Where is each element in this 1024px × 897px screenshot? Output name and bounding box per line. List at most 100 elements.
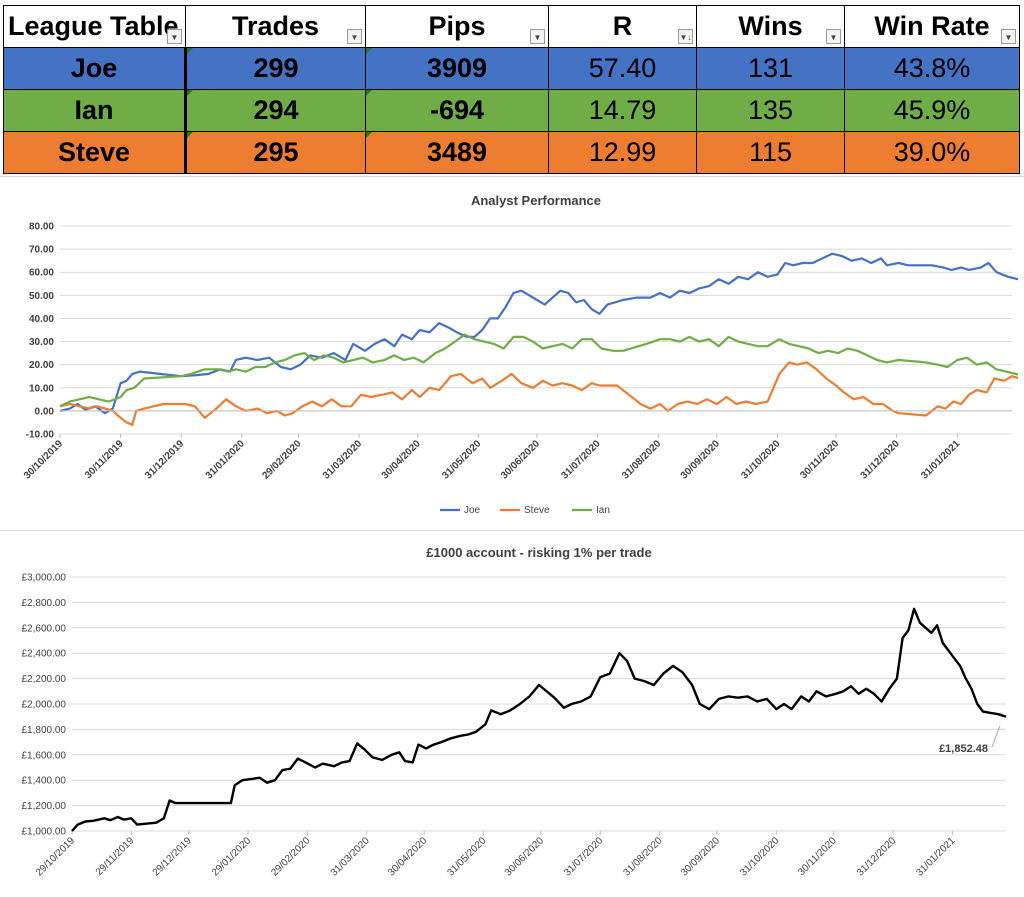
x-tick-label: 29/02/2020 <box>269 835 312 878</box>
league-table: League Table ▼ Trades ▼ Pips ▼ R ▼↓ Wins ▼ Wi… <box>3 5 1020 174</box>
y-tick-label: £1,000.00 <box>22 827 67 838</box>
x-tick-label: 31/12/2019 <box>143 438 186 481</box>
sort-descending-icon[interactable]: ▼↓ <box>678 29 693 44</box>
league-row-steve[interactable]: Steve 295 3489 12.99 115 39.0% <box>3 131 1020 174</box>
header-label: Wins <box>738 11 803 41</box>
trades-cell[interactable]: 295 <box>185 131 366 174</box>
x-tick-label: 30/11/2020 <box>798 438 841 481</box>
filter-dropdown-icon[interactable]: ▼ <box>1001 29 1016 44</box>
annotation-label: £1,852.48 <box>939 743 988 755</box>
legend-label-ian: Ian <box>596 505 610 516</box>
wins-cell[interactable]: 131 <box>696 47 845 90</box>
win-rate-cell[interactable]: 39.0% <box>844 131 1020 174</box>
pips-cell[interactable]: -694 <box>365 89 549 132</box>
analyst-performance-chart: Analyst Performance -10.00 0.00 10.00 20.00 3… <box>6 178 1024 527</box>
x-tick-label: 31/12/2020 <box>859 438 902 481</box>
x-tick-label: 29/01/2020 <box>210 835 253 878</box>
series-line-joe <box>59 252 1024 415</box>
filter-dropdown-icon[interactable]: ▼ <box>826 29 841 44</box>
header-label: Trades <box>231 11 320 41</box>
win-rate-cell[interactable]: 43.8% <box>844 47 1020 90</box>
pips-cell[interactable]: 3489 <box>365 131 549 174</box>
header-trades[interactable]: Trades ▼ <box>185 5 366 48</box>
x-tick-label: 31/03/2020 <box>329 835 372 878</box>
win-rate-cell[interactable]: 45.9% <box>844 89 1020 132</box>
filter-dropdown-icon[interactable]: ▼ <box>347 29 362 44</box>
league-header-row: League Table ▼ Trades ▼ Pips ▼ R ▼↓ Wins ▼ Wi… <box>3 5 1020 48</box>
x-tick-label: 31/01/2021 <box>919 438 962 481</box>
x-tick-label: 29/11/2019 <box>94 835 137 878</box>
header-wins[interactable]: Wins ▼ <box>696 5 845 48</box>
header-label: Pips <box>428 11 486 41</box>
y-tick-label: 20.00 <box>29 360 54 371</box>
x-tick-label: 30/09/2020 <box>679 438 722 481</box>
cell-comment-marker-icon <box>366 90 372 96</box>
series-line-ian <box>59 333 1024 408</box>
filter-dropdown-icon[interactable]: ▼ <box>167 29 182 44</box>
x-tick-label: 31/05/2020 <box>445 835 488 878</box>
x-tick-label: 31/12/2020 <box>855 835 898 878</box>
cell-comment-marker-icon <box>366 132 372 138</box>
league-row-joe[interactable]: Joe 299 3909 57.40 131 43.8% <box>3 47 1020 90</box>
x-tick-label: 31/01/2021 <box>914 835 957 878</box>
header-label: R <box>612 11 633 41</box>
pips-cell[interactable]: 3909 <box>365 47 549 90</box>
y-tick-label: -10.00 <box>26 430 55 441</box>
series-line-steve <box>59 361 1024 426</box>
legend-label-joe: Joe <box>464 505 481 516</box>
cell-comment-marker-icon <box>366 48 372 54</box>
y-tick-label: 0.00 <box>35 406 55 417</box>
x-tick-label: 31/10/2020 <box>738 835 781 878</box>
y-tick-label: £1,400.00 <box>22 776 67 787</box>
header-league-table[interactable]: League Table ▼ <box>3 5 186 48</box>
x-tick-label: 30/09/2020 <box>679 835 722 878</box>
cell-comment-marker-icon <box>187 132 193 138</box>
filter-dropdown-icon[interactable]: ▼ <box>530 29 545 44</box>
wins-cell[interactable]: 135 <box>696 89 845 132</box>
y-tick-label: £3,000.00 <box>22 573 67 584</box>
trades-cell[interactable]: 299 <box>185 47 366 90</box>
divider <box>0 530 1024 531</box>
r-cell[interactable]: 57.40 <box>548 47 697 90</box>
x-tick-label: 31/10/2020 <box>739 438 782 481</box>
header-r[interactable]: R ▼↓ <box>548 5 697 48</box>
divider <box>0 176 1024 177</box>
y-tick-label: £2,600.00 <box>22 623 67 634</box>
x-tick-label: 30/04/2020 <box>386 835 429 878</box>
x-tick-label: 29/12/2019 <box>151 835 194 878</box>
wins-cell[interactable]: 115 <box>696 131 845 174</box>
cell-comment-marker-icon <box>187 48 193 54</box>
y-tick-label: £2,800.00 <box>22 598 67 609</box>
chart-title: Analyst Performance <box>471 193 601 208</box>
y-tick-label: £2,400.00 <box>22 649 67 660</box>
analyst-name-cell[interactable]: Ian <box>3 89 187 132</box>
header-win-rate[interactable]: Win Rate ▼ <box>844 5 1020 48</box>
x-tick-label: 31/05/2020 <box>440 438 483 481</box>
x-tick-label: 31/03/2020 <box>321 438 364 481</box>
x-tick-label: 31/08/2020 <box>620 438 663 481</box>
r-cell[interactable]: 12.99 <box>548 131 697 174</box>
y-tick-label: 70.00 <box>29 245 54 256</box>
r-cell[interactable]: 14.79 <box>548 89 697 132</box>
annotation-leader <box>991 725 1001 748</box>
header-pips[interactable]: Pips ▼ <box>365 5 549 48</box>
analyst-name-cell[interactable]: Steve <box>3 131 187 174</box>
x-tick-label: 29/10/2019 <box>34 835 77 878</box>
y-tick-label: 60.00 <box>29 268 54 279</box>
x-tick-label: 31/07/2020 <box>560 438 603 481</box>
chart-title: £1000 account - risking 1% per trade <box>426 545 651 560</box>
trades-cell[interactable]: 294 <box>185 89 366 132</box>
x-tick-label: 30/06/2020 <box>499 438 542 481</box>
league-row-ian[interactable]: Ian 294 -694 14.79 135 45.9% <box>3 89 1020 132</box>
x-tick-label: 31/07/2020 <box>562 835 605 878</box>
series-line-balance <box>71 607 1007 832</box>
y-tick-label: £2,200.00 <box>22 674 67 685</box>
analyst-name-cell[interactable]: Joe <box>3 47 187 90</box>
legend-label-steve: Steve <box>524 505 550 516</box>
x-tick-label: 30/11/2019 <box>83 438 126 481</box>
cell-comment-marker-icon <box>187 90 193 96</box>
y-tick-label: £1,800.00 <box>22 725 67 736</box>
y-tick-label: 50.00 <box>29 291 54 302</box>
header-label: Win Rate <box>874 11 990 41</box>
y-tick-label: £1,200.00 <box>22 801 67 812</box>
